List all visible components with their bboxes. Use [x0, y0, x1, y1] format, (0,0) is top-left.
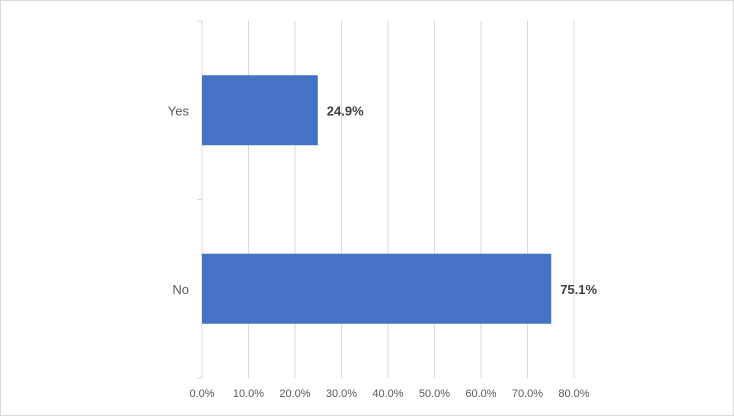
x-tick-label: 70.0% — [512, 388, 543, 400]
gridlines — [248, 21, 575, 378]
x-tick-label: 30.0% — [326, 388, 357, 400]
bars — [202, 75, 552, 324]
data-label-no: 75.1% — [560, 282, 597, 297]
data-label-yes: 24.9% — [327, 103, 364, 118]
bar-no — [202, 253, 552, 324]
category-labels: Yes No — [168, 103, 190, 297]
x-tick-label: 0.0% — [189, 388, 214, 400]
x-tick-label: 80.0% — [558, 388, 589, 400]
x-tick-label: 10.0% — [233, 388, 264, 400]
category-axis — [197, 20, 203, 379]
x-tick-label: 60.0% — [465, 388, 496, 400]
category-label-no: No — [172, 282, 189, 297]
category-label-yes: Yes — [168, 103, 190, 118]
x-tick-label: 40.0% — [372, 388, 403, 400]
x-tick-label: 50.0% — [419, 388, 450, 400]
x-tick-labels: 0.0% 10.0% 20.0% 30.0% 40.0% 50.0% 60.0% 70.0% 8… — [189, 388, 589, 400]
bar-yes — [202, 75, 318, 146]
data-labels: 24.9% 75.1% — [327, 103, 598, 297]
x-tick-label: 20.0% — [279, 388, 310, 400]
